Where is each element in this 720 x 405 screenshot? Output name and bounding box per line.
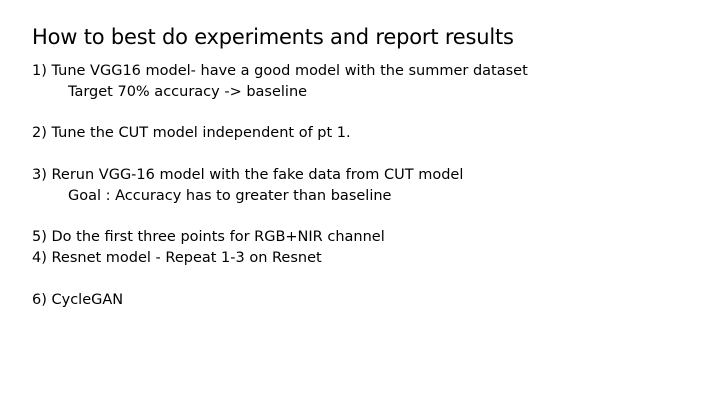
slide-title: How to best do experiments and report re… bbox=[32, 25, 514, 49]
step-5-text: 5) Do the first three points for RGB+NIR… bbox=[32, 229, 385, 246]
blank-line bbox=[32, 207, 528, 228]
blank-line bbox=[32, 103, 528, 124]
blank-line bbox=[32, 269, 528, 290]
step-3-text: 3) Rerun VGG-16 model with the fake data… bbox=[32, 166, 464, 183]
slide-body: 1) Tune VGG16 model- have a good model w… bbox=[32, 61, 528, 311]
step-1-target-text: Target 70% accuracy -> baseline bbox=[68, 83, 308, 100]
step-2-text: 2) Tune the CUT model independent of pt … bbox=[32, 125, 351, 142]
step-1-text: 1) Tune VGG16 model- have a good model w… bbox=[32, 63, 528, 79]
step-3-goal-text: Goal : Accuracy has to greater than base… bbox=[68, 187, 392, 204]
step-6-text: 6) CycleGAN bbox=[32, 291, 124, 308]
step-4-text: 4) Resnet model - Repeat 1-3 on Resnet bbox=[32, 250, 322, 267]
blank-line bbox=[32, 144, 528, 165]
